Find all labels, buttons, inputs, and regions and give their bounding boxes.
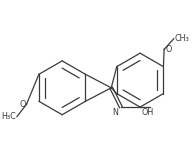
Text: OH: OH [141,108,153,117]
Text: O: O [165,45,171,54]
Text: O: O [19,100,26,109]
Text: CH₃: CH₃ [175,34,190,43]
Text: N: N [112,108,118,117]
Text: H₃C: H₃C [1,112,16,121]
